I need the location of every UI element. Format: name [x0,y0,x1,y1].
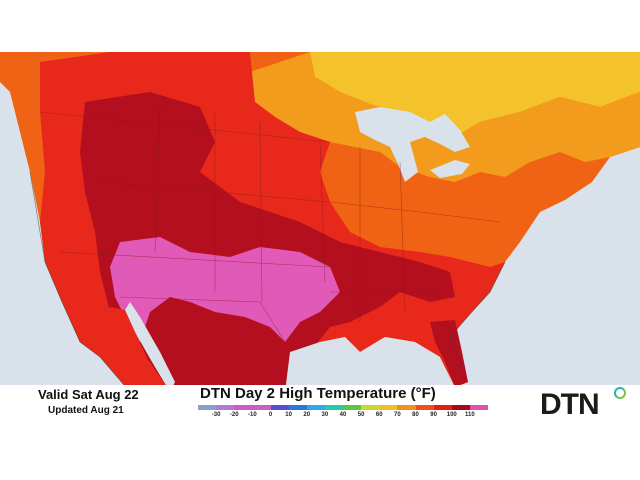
scale-swatch [343,405,362,410]
scale-tick-label: 110 [465,412,475,418]
map-title: DTN Day 2 High Temperature (°F) [200,385,436,402]
region-temp-60s [310,52,640,137]
scale-tick-label: 90 [430,412,437,418]
political-borders [39,106,501,343]
scale-tick-label: 50 [357,412,365,418]
temperature-map [0,52,640,425]
scale-tick-label: 60 [375,412,383,418]
scale-tick-label: 30 [321,412,329,418]
scale-swatch [415,405,434,410]
temperature-color-scale [198,405,488,410]
gulf-of-california [125,302,175,392]
scale-swatch [397,405,416,410]
scale-tick-label: -30 [211,412,221,418]
scale-tick-label: -20 [229,412,239,418]
coastlines [29,171,506,393]
scale-swatch [433,405,452,410]
great-lakes [355,107,470,182]
map-footer: Valid Sat Aug 22 Updated Aug 21 DTN Day … [0,385,640,425]
scale-swatch [379,405,398,410]
scale-tick-label: 10 [285,412,292,418]
scale-swatch [270,405,289,410]
scale-swatch [234,405,253,410]
scale-swatch [306,405,325,410]
dtn-logo-mark-icon [614,387,626,399]
scale-tick-label: 100 [446,412,457,418]
updated-date: Updated Aug 21 [48,405,124,416]
scale-swatch [252,405,271,410]
scale-tick-label: 0 [268,412,273,418]
temperature-scale-ticks: -30 -20 -10 0 10 20 30 40 50 60 70 80 90 100 110 [198,412,488,422]
scale-swatch [324,405,343,410]
scale-swatch [198,405,217,410]
scale-swatch [469,405,488,410]
scale-swatch [288,405,307,410]
scale-tick-label: 80 [412,412,419,418]
scale-swatch [361,405,380,410]
map-canvas [0,52,640,425]
florida [430,320,468,387]
lake-erie [430,160,470,178]
region-temp-110s [110,237,340,342]
dtn-logo: DTN [540,388,600,421]
region-temp-70s-canada [250,52,640,182]
scale-swatch [451,405,470,410]
baja-california [105,307,160,397]
scale-tick-label: 20 [303,412,311,418]
scale-swatch [216,405,235,410]
valid-date: Valid Sat Aug 22 [38,387,139,402]
scale-tick-label: 40 [339,412,347,418]
scale-tick-label: -10 [248,412,257,418]
scale-tick-label: 70 [394,412,401,418]
